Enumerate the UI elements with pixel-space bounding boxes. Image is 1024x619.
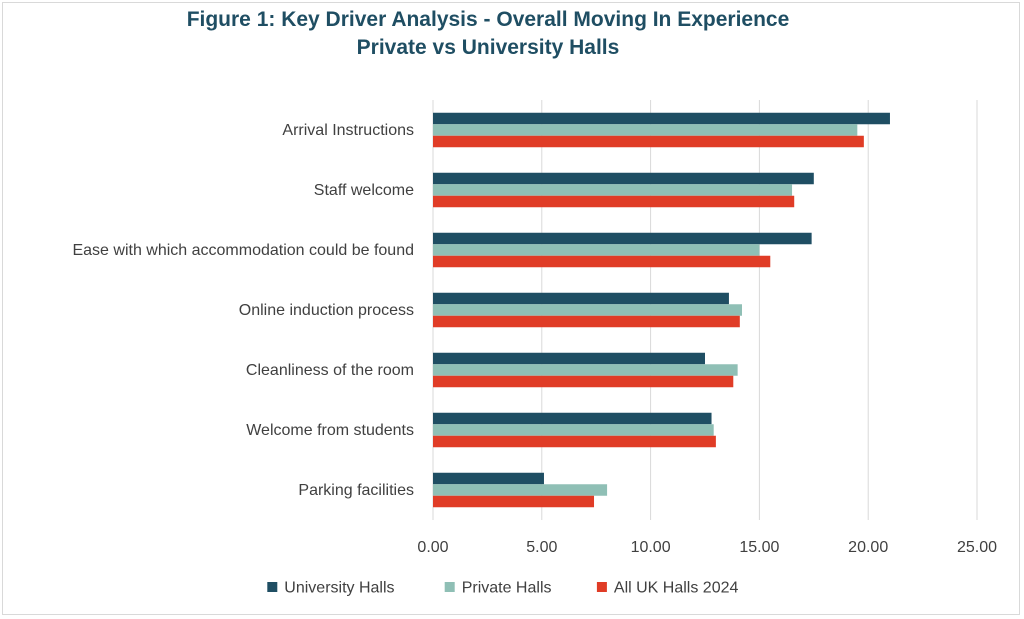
chart-subtitle: Private vs University Halls — [356, 36, 620, 59]
legend-item: Private Halls — [444, 580, 552, 597]
category-label: Welcome from students — [246, 422, 414, 439]
bar-university-halls — [433, 412, 712, 425]
chart-title: Figure 1: Key Driver Analysis - Overall … — [186, 8, 790, 31]
x-tick-label: 20.00 — [848, 539, 888, 556]
category-label: Online induction process — [239, 302, 414, 319]
bar-university-halls — [433, 232, 812, 245]
x-tick-label: 10.00 — [631, 539, 671, 556]
bar-all-uk-halls-2024 — [433, 495, 595, 508]
bar-private-halls — [433, 424, 714, 436]
bar-private-halls — [433, 484, 608, 496]
legend-swatch — [596, 582, 607, 592]
bar-private-halls — [433, 124, 858, 136]
legend-label: All UK Halls 2024 — [614, 580, 739, 597]
bar-all-uk-halls-2024 — [433, 435, 716, 448]
category-labels: Arrival Instructions Staff welcome Ease wi… — [72, 122, 414, 499]
legend-swatch — [267, 582, 278, 592]
bar-private-halls — [433, 184, 793, 196]
legend-swatch — [444, 582, 455, 592]
bar-university-halls — [433, 352, 705, 365]
bar-all-uk-halls-2024 — [433, 255, 771, 268]
bar-private-halls — [433, 364, 738, 376]
bar-university-halls — [433, 292, 729, 305]
bar-university-halls — [433, 112, 890, 125]
legend-item: All UK Halls 2024 — [596, 580, 739, 597]
bar-university-halls — [433, 472, 544, 485]
category-label: Staff welcome — [314, 182, 414, 199]
bars — [433, 112, 890, 508]
legend-label: University Halls — [284, 580, 394, 597]
legend-label: Private Halls — [462, 580, 552, 597]
x-tick-label: 0.00 — [417, 539, 448, 556]
bar-university-halls — [433, 172, 814, 185]
x-tick-label: 15.00 — [739, 539, 779, 556]
bar-all-uk-halls-2024 — [433, 375, 734, 388]
category-label: Parking facilities — [298, 482, 414, 499]
category-label: Cleanliness of the room — [246, 362, 414, 379]
category-label: Arrival Instructions — [282, 122, 414, 139]
bar-all-uk-halls-2024 — [433, 135, 864, 148]
category-label: Ease with which accommodation could be f… — [72, 242, 414, 259]
x-axis-tick-labels: 0.00 5.00 10.00 15.00 20.00 25.00 — [417, 539, 997, 556]
bar-private-halls — [433, 304, 742, 316]
bar-private-halls — [433, 244, 760, 256]
legend: University Halls Private Halls All UK Hall… — [267, 580, 739, 597]
bar-all-uk-halls-2024 — [433, 195, 795, 208]
bar-all-uk-halls-2024 — [433, 315, 740, 328]
x-tick-label: 25.00 — [957, 539, 997, 556]
x-tick-label: 5.00 — [526, 539, 557, 556]
legend-item: University Halls — [267, 580, 395, 597]
